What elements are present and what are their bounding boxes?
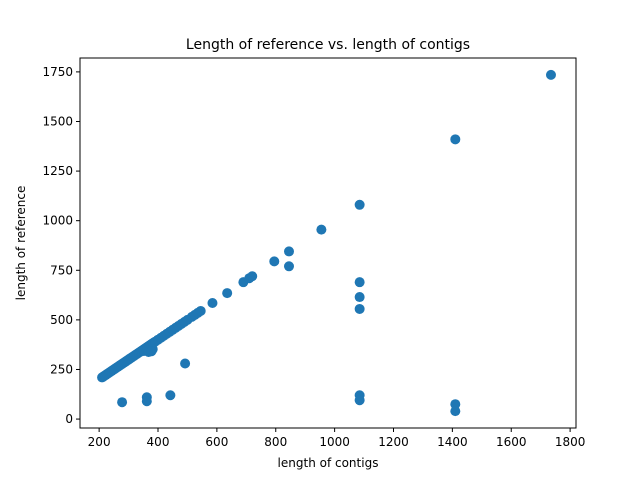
chart-title: Length of reference vs. length of contig… bbox=[186, 37, 470, 53]
x-tick-label: 1800 bbox=[555, 435, 586, 449]
data-point bbox=[283, 246, 294, 257]
data-point bbox=[450, 406, 461, 417]
data-point bbox=[354, 199, 365, 210]
y-tick-label: 1750 bbox=[42, 65, 73, 79]
data-point bbox=[316, 224, 327, 235]
axes-frame bbox=[79, 57, 577, 429]
x-tick-label: 1200 bbox=[378, 435, 409, 449]
y-axis-label: length of reference bbox=[14, 186, 28, 301]
y-tick-label: 1250 bbox=[42, 164, 73, 178]
data-point bbox=[354, 395, 365, 406]
data-point bbox=[180, 358, 191, 369]
data-point bbox=[247, 271, 258, 282]
data-point bbox=[354, 303, 365, 314]
x-axis-label: length of contigs bbox=[278, 456, 379, 470]
x-tick-label: 1400 bbox=[437, 435, 468, 449]
y-tick-label: 0 bbox=[65, 412, 73, 426]
data-points bbox=[97, 69, 556, 417]
data-point bbox=[207, 298, 218, 309]
x-tick-label: 400 bbox=[147, 435, 170, 449]
data-point bbox=[283, 261, 294, 272]
y-axis-ticks: 0 250 500 750 1000 1250 1500 1750 bbox=[42, 65, 80, 426]
data-point bbox=[165, 390, 176, 401]
data-point bbox=[269, 256, 280, 267]
x-tick-label: 1600 bbox=[496, 435, 527, 449]
data-point bbox=[117, 397, 128, 408]
data-point bbox=[141, 396, 152, 407]
y-tick-label: 750 bbox=[50, 263, 73, 277]
x-tick-label: 200 bbox=[88, 435, 111, 449]
x-axis-ticks: 200 400 600 800 1000 1200 1400 1600 1800 bbox=[88, 428, 586, 449]
x-tick-label: 600 bbox=[205, 435, 228, 449]
data-point bbox=[222, 288, 233, 299]
data-point bbox=[195, 305, 206, 316]
y-tick-label: 250 bbox=[50, 362, 73, 376]
x-tick-label: 1000 bbox=[319, 435, 350, 449]
y-tick-label: 1000 bbox=[42, 214, 73, 228]
plot-area: 200 400 600 800 1000 1200 1400 1600 1800 0 250 500… bbox=[42, 57, 586, 449]
x-tick-label: 800 bbox=[264, 435, 287, 449]
y-tick-label: 1500 bbox=[42, 114, 73, 128]
data-point bbox=[450, 134, 461, 145]
data-point bbox=[354, 292, 365, 303]
data-point bbox=[545, 69, 556, 80]
data-point bbox=[354, 277, 365, 288]
y-tick-label: 500 bbox=[50, 313, 73, 327]
data-point bbox=[450, 399, 461, 410]
data-point bbox=[146, 346, 157, 357]
